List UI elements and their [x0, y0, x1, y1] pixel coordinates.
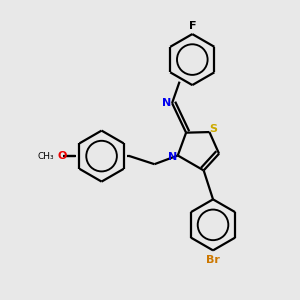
Text: S: S: [209, 124, 217, 134]
Text: F: F: [189, 21, 196, 31]
Text: O: O: [57, 151, 67, 161]
Text: N: N: [162, 98, 171, 107]
Text: CH₃: CH₃: [38, 152, 54, 160]
Text: Br: Br: [206, 255, 220, 265]
Text: N: N: [168, 152, 177, 162]
